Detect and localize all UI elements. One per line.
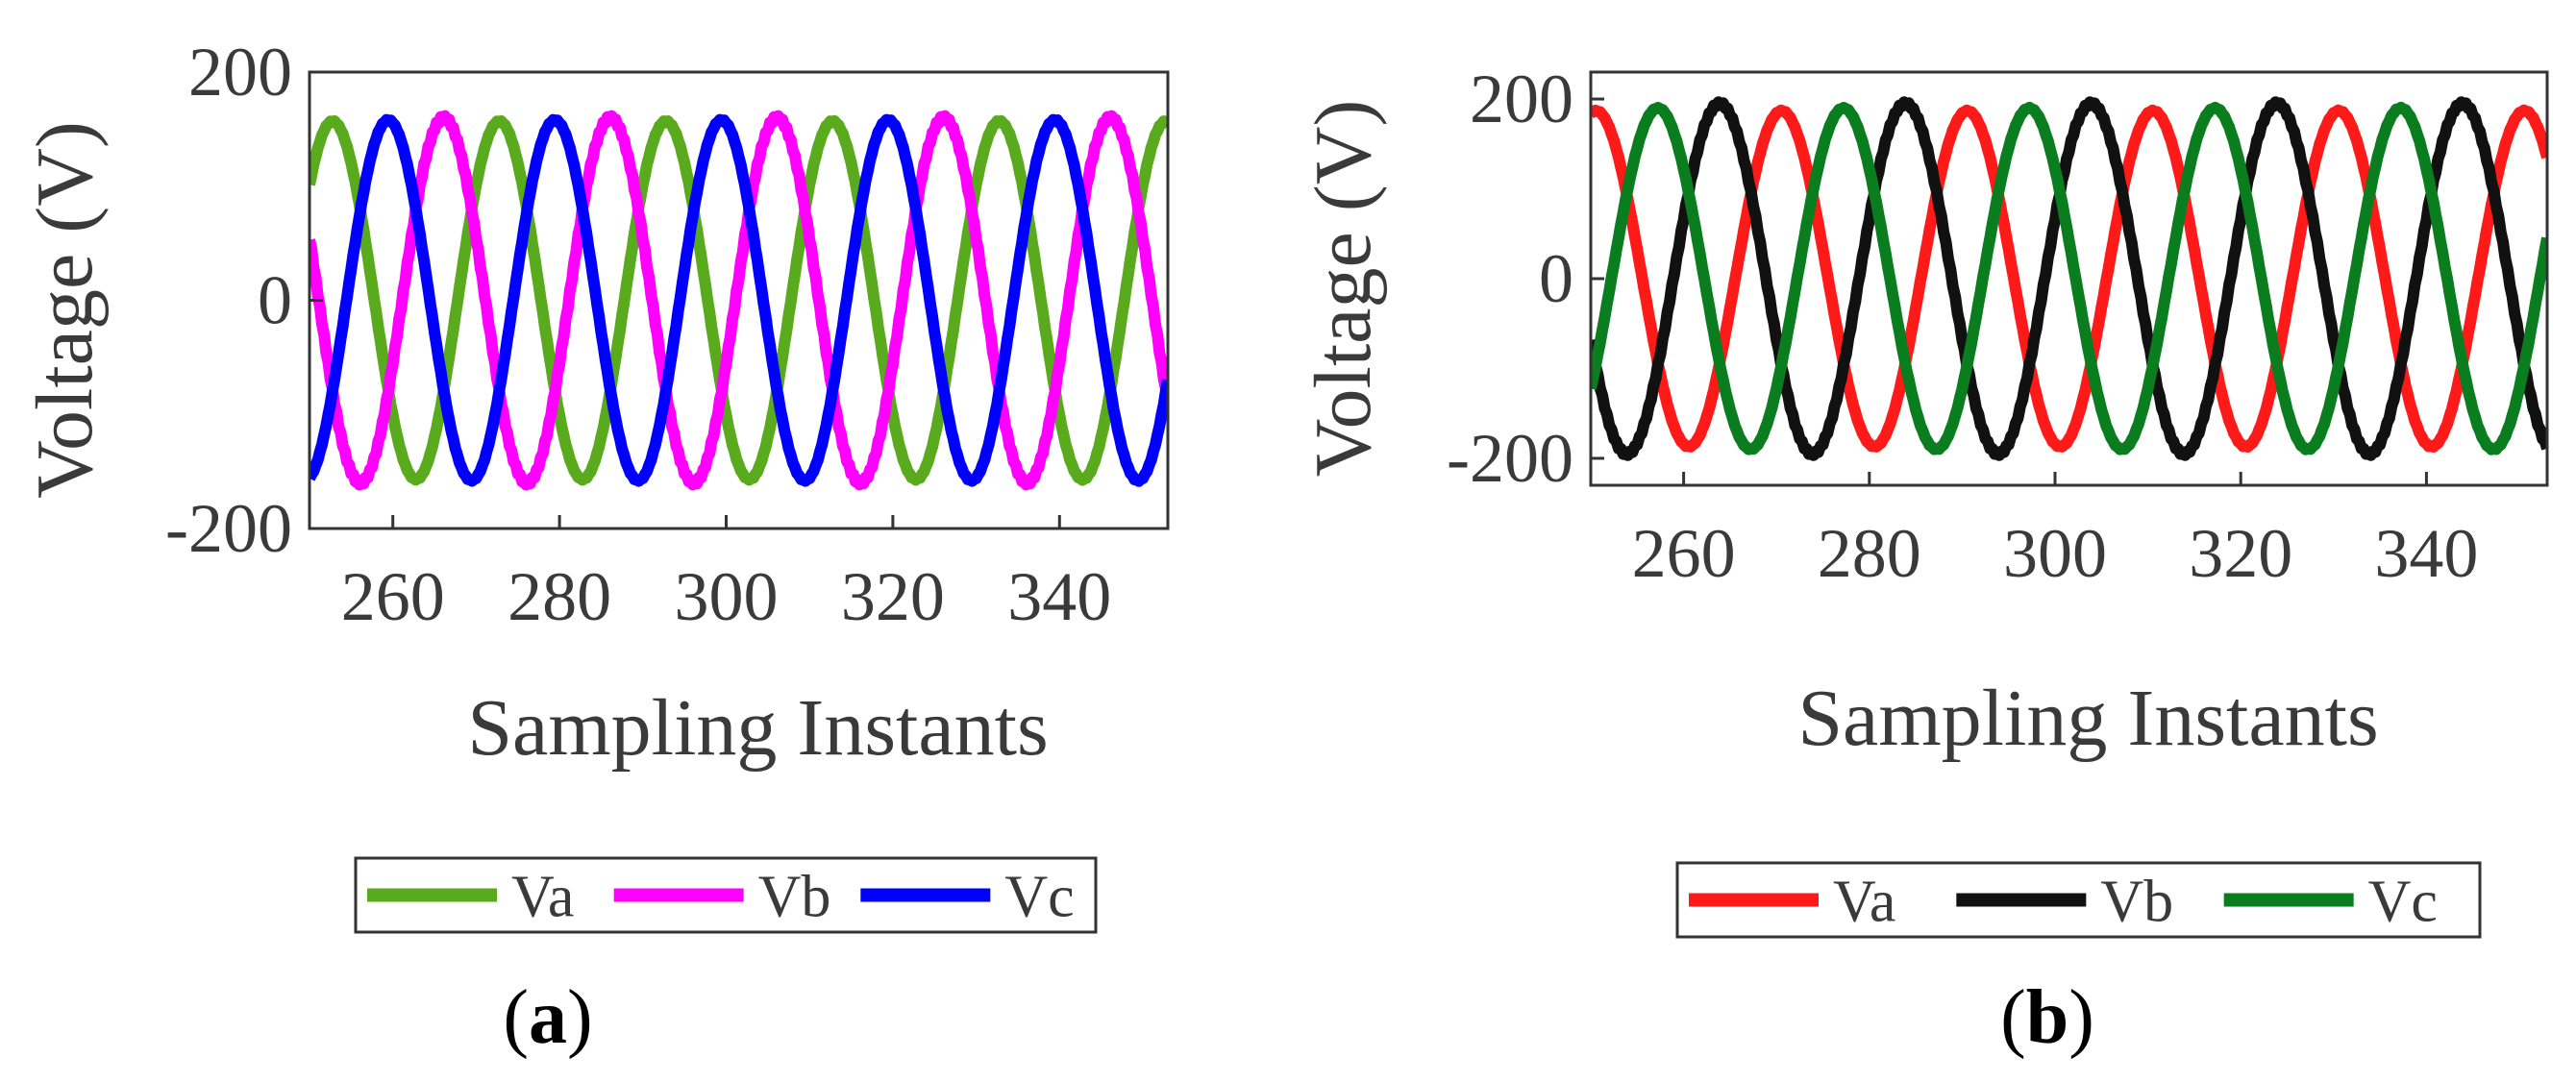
- axes-layer-b: [1589, 70, 2549, 487]
- legend-label-vb: Vb: [2100, 870, 2173, 935]
- x-axis-label: Sampling Instants: [467, 683, 1048, 773]
- series-layer-a: [310, 110, 1168, 491]
- legend-label-va: Va: [1833, 870, 1895, 935]
- y-ticks-a: 200 0 -200: [165, 34, 292, 567]
- x-tick-label: 340: [2374, 515, 2478, 592]
- x-ticks-b: 260 280 300 320 340: [1632, 515, 2479, 592]
- y-axis-label: Voltage (V): [1299, 100, 1388, 478]
- y-tick-label: -200: [165, 490, 292, 567]
- x-axis-label: Sampling Instants: [1797, 674, 2378, 763]
- x-tick-label: 280: [508, 558, 611, 635]
- x-tick-label: 300: [2003, 515, 2107, 592]
- x-tick-label: 280: [1818, 515, 1921, 592]
- panel-letter: a: [529, 975, 567, 1060]
- chart-panel-b: 200 0 -200 260 280 300 320 340 Sampling …: [1299, 61, 2549, 1060]
- legend-label-vc: Vc: [2368, 870, 2438, 935]
- y-tick-label: 200: [188, 34, 292, 111]
- chart-panel-a: 200 0 -200 260 280 300 320 340 Sampling …: [20, 34, 1170, 1060]
- x-tick-label: 320: [841, 558, 945, 635]
- y-tick-label: 200: [1470, 61, 1573, 137]
- legend-label-vc: Vc: [1004, 865, 1074, 930]
- panel-letter: b: [2026, 975, 2069, 1060]
- legend-label-vb: Vb: [758, 865, 831, 930]
- legend-a: Va Vb Vc: [354, 856, 1098, 934]
- panel-label-b: (b): [2000, 975, 2094, 1060]
- x-tick-label: 340: [1007, 558, 1111, 635]
- series-line-vc: [1591, 101, 2547, 455]
- y-tick-label: -200: [1447, 420, 1573, 497]
- x-tick-label: 260: [341, 558, 445, 635]
- series-line-vb: [310, 110, 1168, 491]
- x-ticks-a: 260 280 300 320 340: [341, 558, 1112, 635]
- y-ticks-b: 200 0 -200: [1447, 61, 1573, 497]
- series-layer-b: [1591, 96, 2547, 461]
- legend-label-va: Va: [511, 865, 574, 930]
- x-tick-label: 300: [674, 558, 778, 635]
- y-axis-label: Voltage (V): [20, 121, 110, 499]
- x-tick-label: 260: [1632, 515, 1736, 592]
- legend-b: Va Vb Vc: [1675, 861, 2482, 939]
- y-tick-label: 0: [258, 262, 292, 339]
- series-line-vc: [310, 113, 1168, 487]
- axes-layer-a: [308, 70, 1170, 530]
- panel-label-a: (a): [503, 975, 592, 1060]
- y-tick-label: 0: [1539, 240, 1573, 317]
- series-line-vb: [1591, 96, 2547, 461]
- x-tick-label: 320: [2189, 515, 2292, 592]
